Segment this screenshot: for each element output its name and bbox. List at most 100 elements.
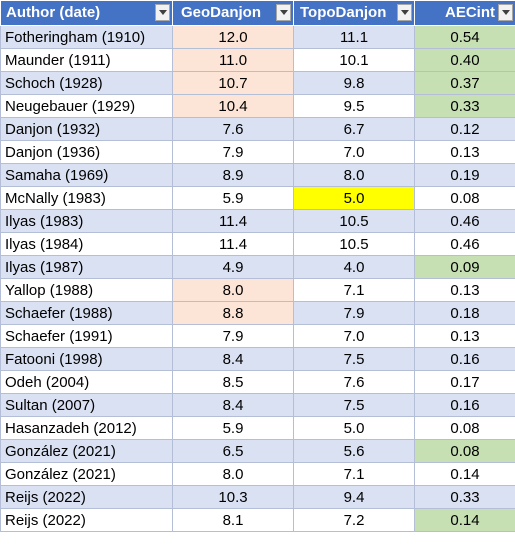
topodanjon-cell[interactable]: 7.0 — [293, 140, 415, 164]
topodanjon-cell[interactable]: 7.1 — [293, 278, 415, 302]
aecint-cell[interactable]: 0.17 — [414, 370, 515, 394]
geodanjon-cell[interactable]: 8.0 — [172, 462, 294, 486]
geodanjon-cell[interactable]: 8.4 — [172, 393, 294, 417]
author-cell[interactable]: González (2021) — [0, 439, 173, 463]
geodanjon-cell[interactable]: 7.6 — [172, 117, 294, 141]
author-cell[interactable]: Schaefer (1991) — [0, 324, 173, 348]
topodanjon-cell[interactable]: 4.0 — [293, 255, 415, 279]
geodanjon-cell[interactable]: 7.9 — [172, 324, 294, 348]
topodanjon-cell[interactable]: 5.0 — [293, 186, 415, 210]
table-row: Odeh (2004) 8.5 7.6 0.17 — [0, 370, 515, 394]
aecint-cell[interactable]: 0.19 — [414, 163, 515, 187]
aecint-cell[interactable]: 0.08 — [414, 439, 515, 463]
topodanjon-cell[interactable]: 7.5 — [293, 393, 415, 417]
topodanjon-cell[interactable]: 7.0 — [293, 324, 415, 348]
author-cell[interactable]: McNally (1983) — [0, 186, 173, 210]
aecint-cell[interactable]: 0.33 — [414, 485, 515, 509]
author-cell[interactable]: Reijs (2022) — [0, 508, 173, 532]
filter-dropdown-button[interactable] — [397, 4, 412, 21]
author-cell[interactable]: Ilyas (1987) — [0, 255, 173, 279]
filter-dropdown-button[interactable] — [498, 4, 513, 21]
aecint-cell[interactable]: 0.46 — [414, 209, 515, 233]
aecint-cell[interactable]: 0.13 — [414, 140, 515, 164]
aecint-cell[interactable]: 0.18 — [414, 301, 515, 325]
author-cell[interactable]: Fotheringham (1910) — [0, 25, 173, 49]
author-cell[interactable]: Fatooni (1998) — [0, 347, 173, 371]
topodanjon-cell[interactable]: 10.1 — [293, 48, 415, 72]
topodanjon-cell[interactable]: 5.6 — [293, 439, 415, 463]
geodanjon-cell[interactable]: 8.4 — [172, 347, 294, 371]
geodanjon-cell[interactable]: 5.9 — [172, 186, 294, 210]
geodanjon-cell[interactable]: 8.9 — [172, 163, 294, 187]
geodanjon-cell[interactable]: 11.0 — [172, 48, 294, 72]
author-cell[interactable]: Neugebauer (1929) — [0, 94, 173, 118]
geodanjon-cell[interactable]: 11.4 — [172, 209, 294, 233]
topodanjon-cell[interactable]: 9.5 — [293, 94, 415, 118]
topodanjon-cell[interactable]: 6.7 — [293, 117, 415, 141]
topodanjon-cell[interactable]: 7.1 — [293, 462, 415, 486]
geodanjon-cell[interactable]: 10.7 — [172, 71, 294, 95]
author-cell[interactable]: Maunder (1911) — [0, 48, 173, 72]
author-cell[interactable]: Ilyas (1983) — [0, 209, 173, 233]
aecint-cell[interactable]: 0.12 — [414, 117, 515, 141]
author-cell[interactable]: Reijs (2022) — [0, 485, 173, 509]
author-cell[interactable]: Yallop (1988) — [0, 278, 173, 302]
aecint-cell[interactable]: 0.08 — [414, 416, 515, 440]
author-cell[interactable]: González (2021) — [0, 462, 173, 486]
author-cell[interactable]: Samaha (1969) — [0, 163, 173, 187]
aecint-cell[interactable]: 0.40 — [414, 48, 515, 72]
aecint-cell[interactable]: 0.13 — [414, 278, 515, 302]
geodanjon-cell[interactable]: 8.0 — [172, 278, 294, 302]
aecint-cell[interactable]: 0.46 — [414, 232, 515, 256]
topodanjon-cell[interactable]: 7.9 — [293, 301, 415, 325]
geodanjon-cell[interactable]: 6.5 — [172, 439, 294, 463]
geodanjon-cell[interactable]: 7.9 — [172, 140, 294, 164]
geodanjon-cell[interactable]: 11.4 — [172, 232, 294, 256]
geodanjon-cell[interactable]: 8.5 — [172, 370, 294, 394]
author-cell[interactable]: Hasanzadeh (2012) — [0, 416, 173, 440]
author-cell[interactable]: Danjon (1932) — [0, 117, 173, 141]
table-row: Schaefer (1988) 8.8 7.9 0.18 — [0, 301, 515, 325]
column-header-author[interactable]: Author (date) — [0, 0, 173, 26]
topodanjon-cell[interactable]: 10.5 — [293, 209, 415, 233]
geodanjon-cell[interactable]: 10.4 — [172, 94, 294, 118]
aecint-cell[interactable]: 0.16 — [414, 393, 515, 417]
aecint-cell[interactable]: 0.08 — [414, 186, 515, 210]
geodanjon-cell[interactable]: 5.9 — [172, 416, 294, 440]
aecint-cell[interactable]: 0.33 — [414, 94, 515, 118]
author-cell[interactable]: Danjon (1936) — [0, 140, 173, 164]
data-table: Author (date) GeoDanjon TopoDanjon AECin… — [0, 0, 515, 532]
topodanjon-cell[interactable]: 10.5 — [293, 232, 415, 256]
topodanjon-cell[interactable]: 9.8 — [293, 71, 415, 95]
topodanjon-cell[interactable]: 5.0 — [293, 416, 415, 440]
column-header-geodanjon[interactable]: GeoDanjon — [172, 0, 294, 26]
column-header-aecint[interactable]: AECint — [414, 0, 515, 26]
geodanjon-cell[interactable]: 8.8 — [172, 301, 294, 325]
topodanjon-cell[interactable]: 7.6 — [293, 370, 415, 394]
filter-dropdown-button[interactable] — [155, 4, 170, 21]
aecint-cell[interactable]: 0.16 — [414, 347, 515, 371]
topodanjon-cell[interactable]: 8.0 — [293, 163, 415, 187]
author-cell[interactable]: Sultan (2007) — [0, 393, 173, 417]
author-cell[interactable]: Schaefer (1988) — [0, 301, 173, 325]
topodanjon-cell[interactable]: 7.2 — [293, 508, 415, 532]
geodanjon-cell[interactable]: 12.0 — [172, 25, 294, 49]
aecint-cell[interactable]: 0.09 — [414, 255, 515, 279]
author-cell[interactable]: Ilyas (1984) — [0, 232, 173, 256]
aecint-cell[interactable]: 0.37 — [414, 71, 515, 95]
topodanjon-cell[interactable]: 9.4 — [293, 485, 415, 509]
geodanjon-cell[interactable]: 8.1 — [172, 508, 294, 532]
column-header-topodanjon[interactable]: TopoDanjon — [293, 0, 415, 26]
filter-dropdown-button[interactable] — [276, 4, 291, 21]
author-cell[interactable]: Odeh (2004) — [0, 370, 173, 394]
geodanjon-cell[interactable]: 4.9 — [172, 255, 294, 279]
aecint-cell[interactable]: 0.54 — [414, 25, 515, 49]
aecint-cell[interactable]: 0.13 — [414, 324, 515, 348]
aecint-cell[interactable]: 0.14 — [414, 508, 515, 532]
topodanjon-cell[interactable]: 11.1 — [293, 25, 415, 49]
topodanjon-cell[interactable]: 7.5 — [293, 347, 415, 371]
aecint-cell[interactable]: 0.14 — [414, 462, 515, 486]
author-cell[interactable]: Schoch (1928) — [0, 71, 173, 95]
geodanjon-cell[interactable]: 10.3 — [172, 485, 294, 509]
table-row: Neugebauer (1929) 10.4 9.5 0.33 — [0, 94, 515, 118]
